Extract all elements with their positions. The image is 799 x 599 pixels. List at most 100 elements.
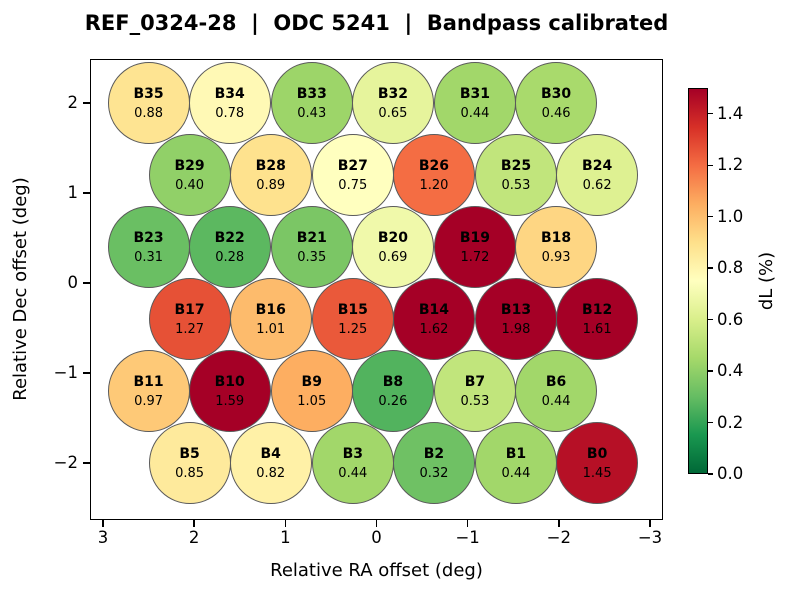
beam-id-label: B32 <box>377 85 408 102</box>
colorbar <box>688 88 708 474</box>
beam-id-label: B28 <box>255 157 286 174</box>
beam-B10: B10 1.59 <box>188 350 271 432</box>
beam-id-label: B4 <box>260 445 281 462</box>
beam-id-label: B24 <box>582 157 613 174</box>
beam-value-label: 0.65 <box>378 105 408 121</box>
beam-id-label: B17 <box>174 301 205 318</box>
beam-value-label: 0.75 <box>338 177 368 193</box>
beam-id-label: B35 <box>133 85 164 102</box>
x-tick-label: 0 <box>371 528 382 547</box>
beam-value-label: 1.27 <box>175 321 205 337</box>
beam-B31: B31 0.44 <box>433 62 516 144</box>
beam-value-label: 0.53 <box>501 177 531 193</box>
beam-value-label: 0.44 <box>460 105 490 121</box>
colorbar-label: dL (%) <box>756 251 777 311</box>
beam-id-label: B1 <box>505 445 527 462</box>
y-axis-label: Relative Dec offset (deg) <box>10 177 31 401</box>
beam-B32: B32 0.65 <box>351 62 434 144</box>
colorbar-tick-mark <box>708 318 713 321</box>
beam-id-label: B21 <box>296 229 327 246</box>
beam-id-label: B19 <box>459 229 491 246</box>
colorbar-tick-mark <box>708 473 713 475</box>
beam-B34: B34 0.78 <box>188 62 271 144</box>
beam-B24: B24 0.62 <box>556 134 639 216</box>
beam-id-label: B0 <box>586 445 608 462</box>
beam-B7: B7 0.53 <box>433 350 516 432</box>
beam-B13: B13 1.98 <box>474 278 557 360</box>
beam-value-label: 1.62 <box>419 321 449 337</box>
beam-B9: B9 1.05 <box>270 350 353 432</box>
beam-B23: B23 0.31 <box>107 206 190 288</box>
x-tick-label: 1 <box>280 528 291 547</box>
beam-B2: B2 0.32 <box>392 422 475 504</box>
beam-value-label: 0.46 <box>541 105 571 121</box>
beam-value-label: 1.25 <box>338 321 368 337</box>
beam-value-label: 0.35 <box>297 249 327 265</box>
beam-id-label: B26 <box>418 157 449 174</box>
beam-id-label: B16 <box>255 301 286 318</box>
colorbar-tick-label: 1.2 <box>717 155 744 175</box>
beam-id-label: B15 <box>337 301 368 318</box>
beam-value-label: 0.85 <box>175 465 205 481</box>
beam-id-label: B34 <box>214 85 245 102</box>
beam-value-label: 0.32 <box>419 465 449 481</box>
y-tick-label: −2 <box>53 453 78 472</box>
beam-id-label: B30 <box>541 85 572 102</box>
y-tick-mark <box>83 192 90 194</box>
beam-B8: B8 0.26 <box>351 350 434 432</box>
beam-id-label: B8 <box>382 373 404 390</box>
beam-id-label: B6 <box>545 373 567 390</box>
colorbar-tick-mark <box>708 164 713 166</box>
beam-B1: B1 0.44 <box>474 422 557 504</box>
beam-value-label: 0.40 <box>175 177 205 193</box>
chart-title: REF_0324-28 | ODC 5241 | Bandpass calibr… <box>84 11 669 35</box>
y-tick-mark <box>83 372 90 374</box>
beam-B18: B18 0.93 <box>515 206 598 288</box>
beam-B4: B4 0.82 <box>229 422 312 504</box>
beam-value-label: 0.26 <box>378 393 408 409</box>
beam-id-label: B5 <box>179 445 200 462</box>
beam-B0: B0 1.45 <box>556 422 639 504</box>
x-tick-label: 3 <box>97 528 109 547</box>
beam-B25: B25 0.53 <box>474 134 557 216</box>
beam-B12: B12 1.61 <box>556 278 639 360</box>
beam-B16: B16 1.01 <box>229 278 312 360</box>
beam-value-label: 0.88 <box>134 105 164 121</box>
beam-value-label: 0.82 <box>256 465 286 481</box>
colorbar-tick-mark <box>708 215 713 218</box>
y-tick-label: −1 <box>53 363 78 382</box>
beam-B21: B21 0.35 <box>270 206 353 288</box>
colorbar-tick-mark <box>708 421 713 424</box>
beam-id-label: B12 <box>582 301 613 318</box>
colorbar-tick-label: 0.6 <box>717 309 744 329</box>
beam-value-label: 0.31 <box>134 249 164 265</box>
beam-B3: B3 0.44 <box>311 422 394 504</box>
beam-B29: B29 0.40 <box>148 134 231 216</box>
beam-value-label: 1.98 <box>501 321 531 337</box>
beam-value-label: 1.72 <box>460 249 490 265</box>
beam-id-label: B3 <box>342 445 363 462</box>
beam-value-label: 0.53 <box>460 393 490 409</box>
beam-value-label: 0.78 <box>215 105 245 121</box>
beam-value-label: 1.01 <box>256 321 286 337</box>
x-axis-label: Relative RA offset (deg) <box>270 560 483 581</box>
beam-B27: B27 0.75 <box>311 134 394 216</box>
beam-id-label: B33 <box>296 85 327 102</box>
beam-id-label: B9 <box>301 373 322 390</box>
beam-value-label: 0.93 <box>541 249 571 265</box>
beam-value-label: 1.59 <box>215 393 245 409</box>
colorbar-tick-label: 0.0 <box>717 464 744 483</box>
beam-id-label: B31 <box>459 85 491 102</box>
colorbar-tick-label: 0.4 <box>717 361 744 381</box>
beam-B14: B14 1.62 <box>392 278 475 360</box>
beam-id-label: B11 <box>133 373 164 390</box>
beam-value-label: 0.28 <box>215 249 245 265</box>
x-tick-mark <box>375 520 378 527</box>
x-tick-label: −1 <box>455 528 480 547</box>
beam-B22: B22 0.28 <box>188 206 271 288</box>
beam-id-label: B20 <box>377 229 408 246</box>
beam-id-label: B22 <box>214 229 245 246</box>
colorbar-tick-label: 0.8 <box>717 258 744 278</box>
colorbar-tick-label: 0.2 <box>717 412 744 432</box>
